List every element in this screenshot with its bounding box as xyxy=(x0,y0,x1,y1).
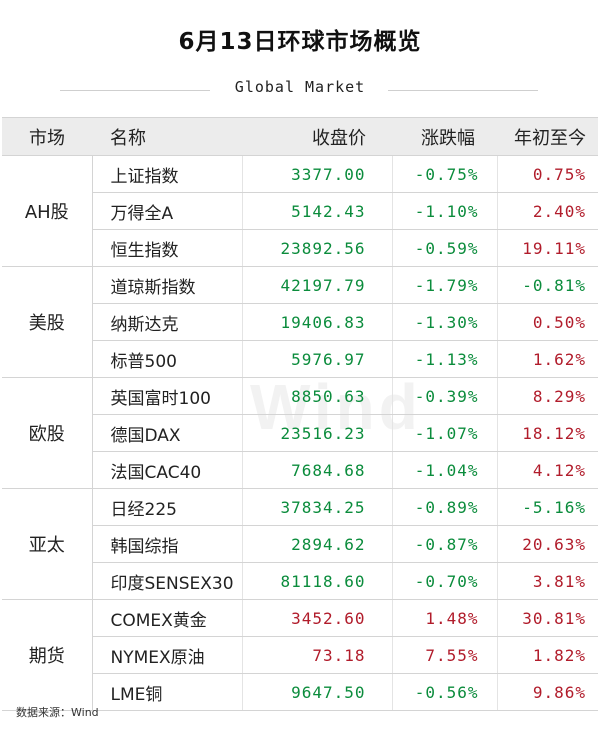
ytd-percent: 30.81% xyxy=(497,599,598,637)
market-group-label: 期货 xyxy=(2,599,93,711)
table-row: 法国CAC40 7684.68 -1.04% 4.12% xyxy=(2,451,598,489)
table-row: AH股 上证指数 3377.00 -0.75% 0.75% xyxy=(2,155,598,267)
index-name: 标普500 xyxy=(92,340,243,378)
table-row: 美股 道琼斯指数 42197.79 -1.79% -0.81% xyxy=(2,266,598,378)
change-percent: -0.89% xyxy=(392,488,498,526)
index-name: 德国DAX xyxy=(92,414,243,452)
table-row: 亚太 日经225 37834.25 -0.89% -5.16% xyxy=(2,488,598,600)
close-price: 5142.43 xyxy=(242,192,393,230)
close-price: 9647.50 xyxy=(242,673,393,711)
close-price: 5976.97 xyxy=(242,340,393,378)
header-market: 市场 xyxy=(2,117,92,156)
subtitle-divider-left xyxy=(60,90,210,91)
header-row: 市场 名称 收盘价 涨跌幅 年初至今 xyxy=(2,117,598,156)
close-price: 19406.83 xyxy=(242,303,393,341)
table-row: LME铜 9647.50 -0.56% 9.86% xyxy=(2,673,598,711)
index-name: LME铜 xyxy=(92,673,243,711)
change-percent: 1.48% xyxy=(392,599,498,637)
index-name: 上证指数 xyxy=(92,155,243,193)
market-group-label: AH股 xyxy=(2,155,93,267)
ytd-percent: 0.75% xyxy=(497,155,598,193)
ytd-percent: 3.81% xyxy=(497,562,598,600)
close-price: 73.18 xyxy=(242,636,393,674)
page-subtitle: Global Market xyxy=(234,78,366,96)
index-name: COMEX黄金 xyxy=(92,599,243,637)
ytd-percent: 2.40% xyxy=(497,192,598,230)
ytd-percent: 20.63% xyxy=(497,525,598,563)
table-header: 市场 名称 收盘价 涨跌幅 年初至今 xyxy=(2,117,598,156)
index-name: 英国富时100 xyxy=(92,377,243,415)
close-price: 81118.60 xyxy=(242,562,393,600)
change-percent: -1.30% xyxy=(392,303,498,341)
subtitle-row: Global Market xyxy=(0,78,600,102)
change-percent: -0.59% xyxy=(392,229,498,267)
close-price: 2894.62 xyxy=(242,525,393,563)
change-percent: -1.07% xyxy=(392,414,498,452)
close-price: 42197.79 xyxy=(242,266,393,304)
change-percent: -1.10% xyxy=(392,192,498,230)
index-name: 道琼斯指数 xyxy=(92,266,243,304)
ytd-percent: -5.16% xyxy=(497,488,598,526)
header-change: 涨跌幅 xyxy=(392,117,497,156)
close-price: 3452.60 xyxy=(242,599,393,637)
index-name: 纳斯达克 xyxy=(92,303,243,341)
change-percent: -1.04% xyxy=(392,451,498,489)
ytd-percent: 1.82% xyxy=(497,636,598,674)
table-row: 期货 COMEX黄金 3452.60 1.48% 30.81% xyxy=(2,599,598,711)
index-name: 印度SENSEX30 xyxy=(92,562,243,600)
table-row: 万得全A 5142.43 -1.10% 2.40% xyxy=(2,192,598,230)
index-name: 韩国综指 xyxy=(92,525,243,563)
index-name: 万得全A xyxy=(92,192,243,230)
header-close: 收盘价 xyxy=(242,117,392,156)
ytd-percent: 1.62% xyxy=(497,340,598,378)
table-row: 韩国综指 2894.62 -0.87% 20.63% xyxy=(2,525,598,563)
subtitle-divider-right xyxy=(388,90,538,91)
ytd-percent: 8.29% xyxy=(497,377,598,415)
ytd-percent: 18.12% xyxy=(497,414,598,452)
close-price: 8850.63 xyxy=(242,377,393,415)
close-price: 3377.00 xyxy=(242,155,393,193)
change-percent: -1.79% xyxy=(392,266,498,304)
close-price: 37834.25 xyxy=(242,488,393,526)
index-name: NYMEX原油 xyxy=(92,636,243,674)
change-percent: -0.87% xyxy=(392,525,498,563)
change-percent: -0.56% xyxy=(392,673,498,711)
table-row: 德国DAX 23516.23 -1.07% 18.12% xyxy=(2,414,598,452)
ytd-percent: 9.86% xyxy=(497,673,598,711)
table-row: 标普500 5976.97 -1.13% 1.62% xyxy=(2,340,598,378)
data-source-note: 数据来源：Wind xyxy=(16,706,99,719)
close-price: 23892.56 xyxy=(242,229,393,267)
ytd-percent: 4.12% xyxy=(497,451,598,489)
header-name: 名称 xyxy=(92,117,242,156)
table-row: 恒生指数 23892.56 -0.59% 19.11% xyxy=(2,229,598,267)
close-price: 7684.68 xyxy=(242,451,393,489)
change-percent: 7.55% xyxy=(392,636,498,674)
market-table: 市场 名称 收盘价 涨跌幅 年初至今 AH股 上证指数 3377.00 -0.75% 0… xyxy=(2,117,598,711)
table-row: NYMEX原油 73.18 7.55% 1.82% xyxy=(2,636,598,674)
page-title: 6月13日环球市场概览 xyxy=(178,29,422,55)
index-name: 恒生指数 xyxy=(92,229,243,267)
change-percent: -1.13% xyxy=(392,340,498,378)
table-row: 纳斯达克 19406.83 -1.30% 0.50% xyxy=(2,303,598,341)
table-row: 欧股 英国富时100 8850.63 -0.39% 8.29% xyxy=(2,377,598,489)
market-group-label: 亚太 xyxy=(2,488,93,600)
ytd-percent: 19.11% xyxy=(497,229,598,267)
close-price: 23516.23 xyxy=(242,414,393,452)
ytd-percent: 0.50% xyxy=(497,303,598,341)
index-name: 日经225 xyxy=(92,488,243,526)
market-group-label: 欧股 xyxy=(2,377,93,489)
header-ytd: 年初至今 xyxy=(497,117,598,156)
ytd-percent: -0.81% xyxy=(497,266,598,304)
change-percent: -0.75% xyxy=(392,155,498,193)
change-percent: -0.39% xyxy=(392,377,498,415)
table-row: 印度SENSEX30 81118.60 -0.70% 3.81% xyxy=(2,562,598,600)
table-body: AH股 上证指数 3377.00 -0.75% 0.75% 万得全A 5142.43 -1.1… xyxy=(2,155,598,711)
market-group-label: 美股 xyxy=(2,266,93,378)
change-percent: -0.70% xyxy=(392,562,498,600)
index-name: 法国CAC40 xyxy=(92,451,243,489)
